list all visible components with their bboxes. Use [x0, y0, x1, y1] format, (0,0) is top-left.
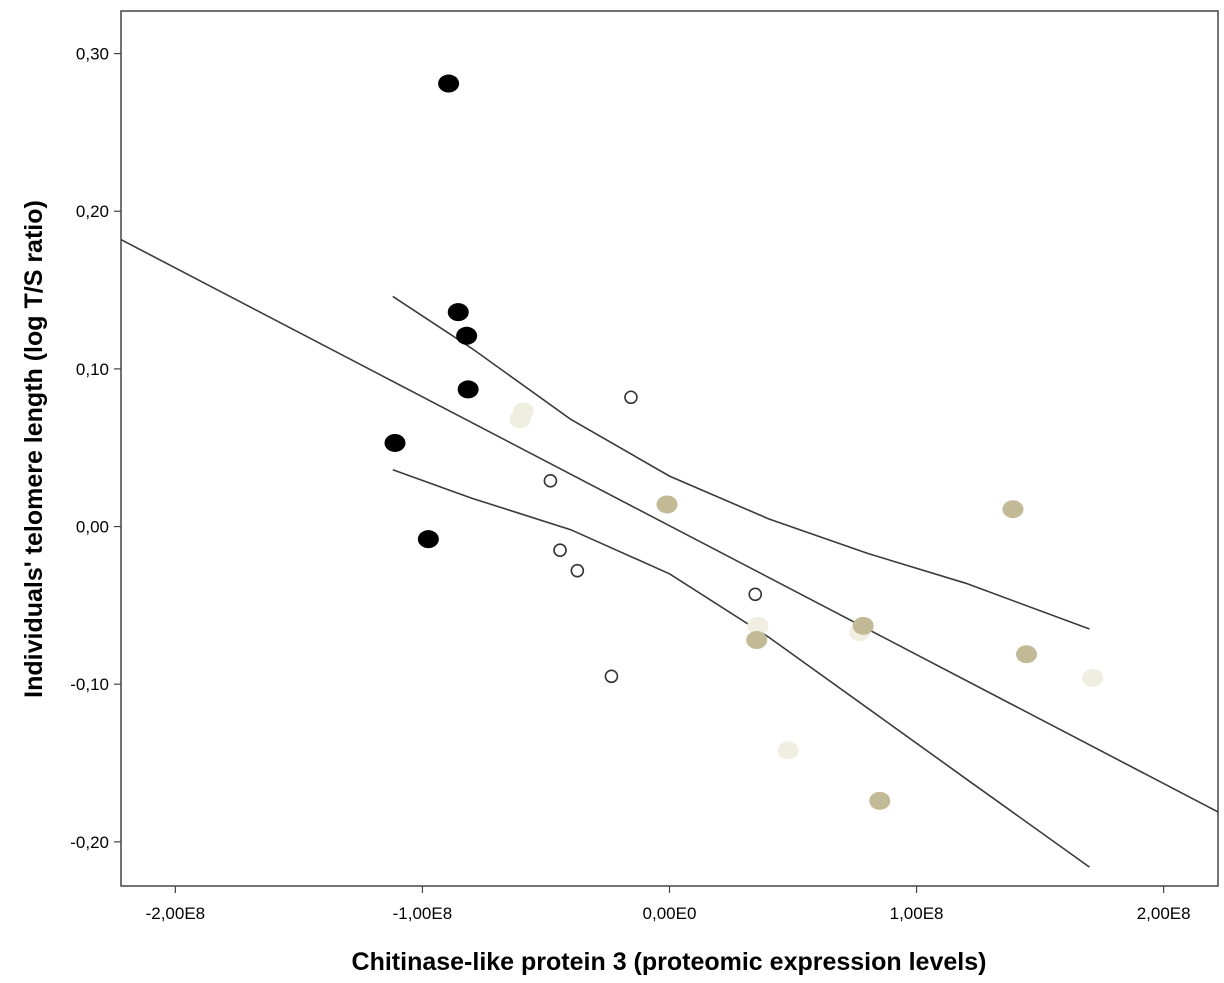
y-tick-label: 0,20 [76, 202, 109, 221]
x-axis-ticks: -2,00E8 -1,00E8 0,00E0 1,00E8 2,00E8 [146, 886, 1191, 923]
data-point [748, 587, 763, 602]
data-point [1002, 500, 1024, 519]
data-point [509, 410, 531, 429]
data-point [543, 474, 558, 488]
x-tick-label: 2,00E8 [1137, 904, 1191, 923]
data-point [747, 616, 769, 635]
data-point [624, 390, 638, 405]
x-axis-title: Chitinase-like protein 3 (proteomic expr… [352, 948, 987, 976]
y-tick-label: -0,20 [70, 833, 109, 852]
confidence-lower-line [392, 469, 1090, 868]
data-point [746, 631, 768, 650]
y-tick-label: 0,00 [76, 518, 109, 537]
y-tick-label: -0,10 [70, 675, 109, 694]
data-point [447, 303, 469, 322]
y-tick-label: 0,10 [76, 360, 109, 379]
data-point [1081, 668, 1103, 687]
data-point [417, 530, 439, 549]
regression-lines [120, 238, 1219, 868]
data-point [604, 669, 619, 684]
x-tick-label: 1,00E8 [890, 904, 944, 923]
plot-frame [120, 10, 1219, 887]
data-point [553, 543, 567, 557]
y-axis-ticks: 0,30 0,20 0,10 0,00 -0,10 -0,20 [70, 45, 121, 852]
data-point [656, 495, 678, 514]
confidence-upper-line [392, 295, 1090, 630]
data-point [869, 791, 891, 810]
y-tick-label: 0,30 [76, 45, 109, 64]
data-point [777, 741, 799, 760]
data-point [457, 380, 479, 399]
x-tick-label: 0,00E0 [643, 904, 697, 923]
y-axis-title: Individuals' telomere length (log T/S ra… [20, 200, 48, 698]
data-point [438, 74, 460, 93]
x-tick-label: -1,00E8 [393, 904, 453, 923]
data-point [456, 326, 478, 345]
data-points [384, 74, 1103, 810]
data-point [852, 616, 874, 635]
fit-line [120, 238, 1219, 813]
data-point [1016, 645, 1038, 664]
data-point [570, 563, 585, 578]
x-tick-label: -2,00E8 [146, 904, 206, 923]
data-point [384, 433, 406, 452]
